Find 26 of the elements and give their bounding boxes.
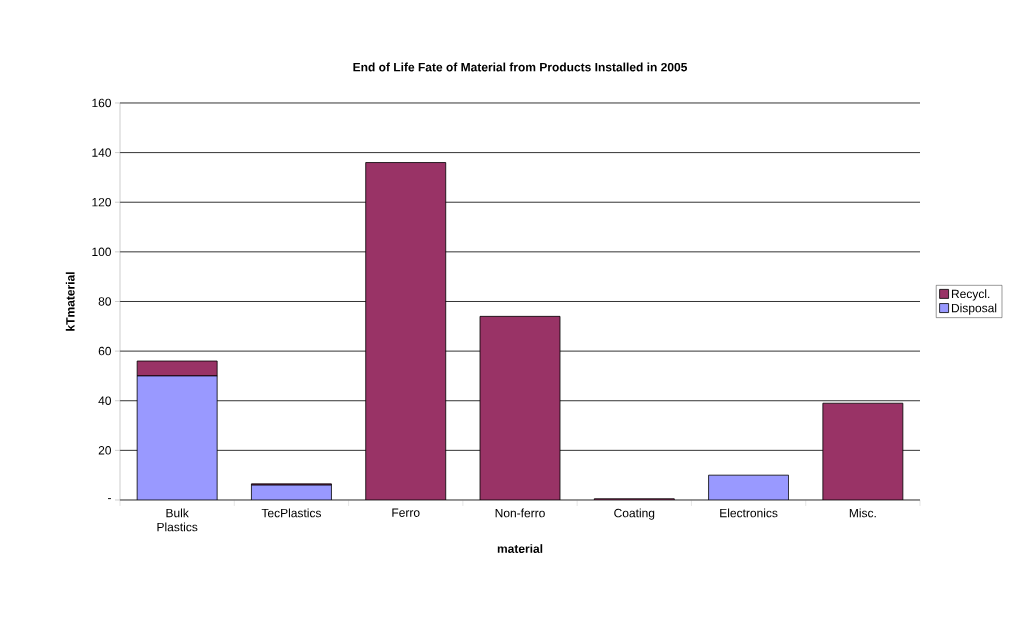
legend-label: Recycl. <box>951 289 990 301</box>
chart-title: End of Life Fate of Material from Products Installed in 2005 <box>353 62 688 72</box>
y-tick-label: 100 <box>92 247 112 257</box>
y-tick-label: 120 <box>92 197 112 207</box>
y-tick-label: 20 <box>98 446 112 455</box>
bar <box>708 474 789 500</box>
legend-label: Disposal <box>951 303 997 315</box>
x-tick-label: TecPlastics <box>261 508 322 518</box>
y-axis-title: kTmaterial <box>65 272 75 331</box>
bar <box>822 402 904 500</box>
bar <box>479 315 561 500</box>
x-tick-label: Ferro <box>392 508 420 517</box>
x-tick-label: Bulk Plastics <box>157 508 198 532</box>
x-axis-title: material <box>497 544 543 553</box>
y-tick-label: 80 <box>98 297 112 306</box>
y-tick-label: 60 <box>98 346 112 356</box>
x-tick-label: Misc. <box>849 508 876 518</box>
x-tick-label: Non-ferro <box>495 508 545 518</box>
y-tick-label: 40 <box>98 396 112 405</box>
y-tick-label: 160 <box>92 98 112 108</box>
y-tick-label: 140 <box>92 148 112 157</box>
bar <box>136 375 218 500</box>
y-tick-label: - <box>108 498 111 500</box>
x-tick-label: Coating <box>614 508 655 520</box>
bar <box>365 162 447 500</box>
x-tick-label: Electronics <box>720 508 778 518</box>
